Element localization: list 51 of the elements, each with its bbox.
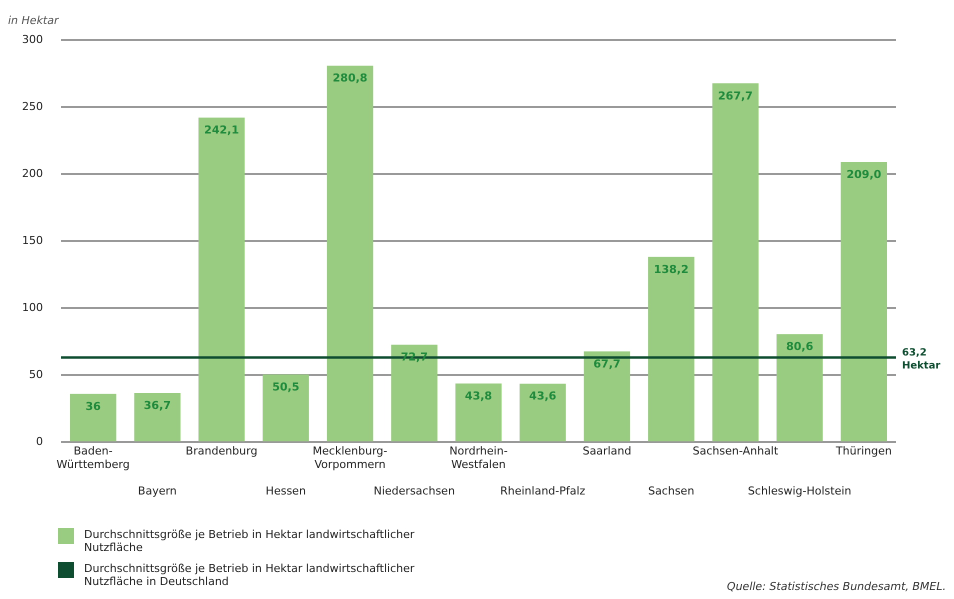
bar — [455, 383, 502, 442]
x-tick-label: Sachsen — [648, 484, 694, 498]
y-tick-label: 150 — [22, 234, 43, 247]
data-label: 36 — [85, 400, 102, 413]
y-tick-label: 200 — [22, 166, 43, 180]
data-label: 209,0 — [846, 168, 882, 181]
x-tick-label: Niedersachsen — [374, 484, 455, 498]
bar — [326, 66, 374, 442]
x-tick-label: Saarland — [582, 444, 632, 458]
bar — [520, 384, 566, 442]
x-tick-label: Baden-Württemberg — [56, 444, 130, 471]
x-tick-label: Hessen — [266, 484, 306, 498]
x-tick-label: Rheinland-Pfalz — [500, 484, 586, 498]
bar — [712, 83, 759, 442]
source-note: Quelle: Statistisches Bundesamt, BMEL. — [726, 580, 946, 593]
bar — [134, 393, 180, 442]
y-tick-label: 50 — [28, 368, 43, 382]
bar — [648, 256, 694, 442]
ref-line-label: 63,2 Hektar — [902, 347, 940, 372]
y-tick-label: 0 — [36, 435, 43, 448]
data-label: 80,6 — [786, 340, 814, 354]
y-tick-label: 300 — [22, 32, 43, 46]
bar — [391, 344, 438, 442]
bar — [584, 351, 630, 442]
bar — [70, 394, 116, 442]
legend-label: Durchschnittsgröße je Betrieb in Hektar landwirtschaftlicher Nutzfläche — [84, 528, 416, 554]
x-tick-label: Nordrhein-Westfalen — [449, 444, 508, 471]
data-label: 138,2 — [654, 262, 689, 276]
bar — [776, 334, 823, 442]
x-tick-label: Mecklenburg-Vorpommern — [312, 444, 388, 471]
data-label: 267,7 — [718, 89, 753, 102]
data-label: 242,1 — [204, 124, 239, 137]
x-tick-label: Schleswig-Holstein — [748, 484, 852, 498]
y-tick-label: 100 — [22, 300, 43, 314]
data-label: 43,6 — [529, 390, 557, 403]
bar — [840, 162, 888, 442]
data-label: 43,8 — [464, 389, 492, 402]
data-label: 280,8 — [332, 72, 368, 85]
x-tick-label: Sachsen-Anhalt — [692, 444, 779, 458]
y-axis-title: in Hektar — [8, 14, 60, 27]
x-tick-label: Brandenburg — [186, 444, 258, 458]
data-label: 72,7 — [400, 350, 428, 364]
x-tick-label: Bayern — [138, 484, 177, 498]
bar — [198, 118, 245, 442]
data-label: 50,5 — [272, 380, 300, 394]
data-label: 36,7 — [144, 399, 171, 412]
data-label: 67,7 — [593, 357, 621, 370]
y-tick-label: 250 — [22, 100, 43, 113]
text: Durchschnittsgröße je Betrieb in Hektar landwirtschaftlicher Nutzfläche in Deutschland — [84, 562, 416, 588]
bar — [262, 374, 309, 442]
x-tick-label: Thüringen — [834, 444, 892, 458]
